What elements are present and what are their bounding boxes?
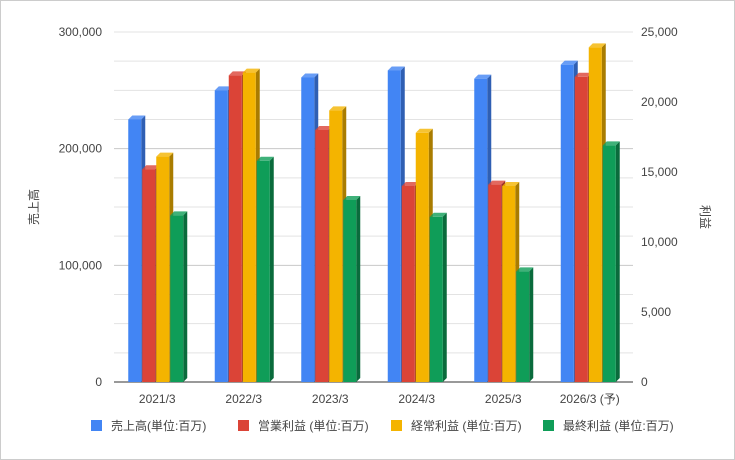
bar-2: [574, 76, 588, 383]
bar-4: [516, 271, 530, 382]
bar-top: [256, 156, 274, 161]
legend-swatch: [543, 420, 554, 431]
y-tick-label: 0: [95, 375, 102, 389]
x-tick-label: 2022/3: [225, 392, 262, 406]
bar-3: [502, 186, 516, 382]
bar-3: [156, 156, 170, 382]
bar-top: [315, 126, 333, 130]
bar-1: [474, 78, 488, 383]
x-tick-label: 2023/3: [312, 392, 349, 406]
bar-3: [329, 110, 343, 383]
bar-top: [343, 196, 361, 200]
bar-2: [488, 184, 502, 382]
y-tick-label: 300,000: [59, 25, 103, 39]
bar-top: [474, 74, 492, 79]
y2-axis-title: 利益: [698, 205, 712, 229]
bar-side: [529, 267, 534, 382]
bar-3: [588, 47, 602, 383]
y2-tick-label: 15,000: [641, 165, 678, 179]
bar-1: [560, 64, 574, 382]
bar-3: [415, 132, 429, 382]
bar-4: [343, 200, 357, 382]
bar-top: [228, 71, 246, 76]
legend-swatch: [391, 420, 402, 431]
bar-top: [170, 211, 188, 216]
bar-3: [242, 72, 256, 382]
bar-side: [442, 212, 447, 382]
y-tick-label: 200,000: [59, 142, 103, 156]
legend-label: 最終利益 (単位:百万): [563, 418, 674, 433]
legend-swatch: [238, 420, 249, 431]
bar-1: [128, 119, 142, 382]
bar-side: [615, 141, 620, 382]
y-axis-title: 売上高: [26, 189, 41, 225]
bar-top: [488, 180, 506, 185]
bar-top: [602, 141, 620, 146]
bar-top: [429, 212, 447, 217]
bar-top: [329, 106, 347, 111]
bar-4: [170, 215, 184, 382]
bar-top: [560, 60, 578, 65]
y2-tick-label: 10,000: [641, 235, 678, 249]
bar-1: [214, 90, 228, 382]
legend-label: 売上高(単位:百万): [111, 418, 206, 433]
y2-tick-label: 20,000: [641, 95, 678, 109]
bar-top: [242, 68, 260, 73]
bar-top: [301, 73, 319, 78]
bar-top: [214, 86, 232, 91]
y2-tick-label: 0: [641, 375, 648, 389]
bar-top: [516, 267, 534, 272]
bar-top: [142, 165, 160, 170]
x-tick-label: 2024/3: [398, 392, 435, 406]
bar-top: [387, 66, 405, 71]
bar-side: [183, 211, 188, 382]
legend-label: 営業利益 (単位:百万): [258, 418, 369, 433]
bar-side: [269, 156, 274, 382]
x-tick-label: 2026/3 (予): [560, 392, 620, 406]
x-tick-label: 2021/3: [139, 392, 176, 406]
bar-2: [142, 169, 156, 382]
x-tick-label: 2025/3: [485, 392, 522, 406]
bar-top: [401, 182, 419, 186]
bar-2: [315, 130, 329, 382]
bar-4: [602, 145, 616, 382]
bar-side: [356, 196, 361, 382]
y2-tick-label: 5,000: [641, 305, 671, 319]
bar-4: [429, 216, 443, 382]
bar-2: [228, 75, 242, 383]
bar-top: [415, 128, 433, 133]
bar-top: [574, 72, 592, 77]
bar-top: [156, 152, 174, 157]
legend-swatch: [91, 420, 102, 431]
bar-1: [387, 70, 401, 382]
bar-4: [256, 160, 270, 382]
bar-top: [502, 182, 520, 186]
bar-2: [401, 186, 415, 382]
bar-1: [301, 77, 315, 382]
y-tick-label: 100,000: [59, 258, 103, 272]
bar-top: [128, 115, 146, 120]
bar-top: [588, 43, 606, 48]
legend-label: 経常利益 (単位:百万): [411, 418, 522, 433]
y2-tick-label: 25,000: [641, 25, 678, 39]
